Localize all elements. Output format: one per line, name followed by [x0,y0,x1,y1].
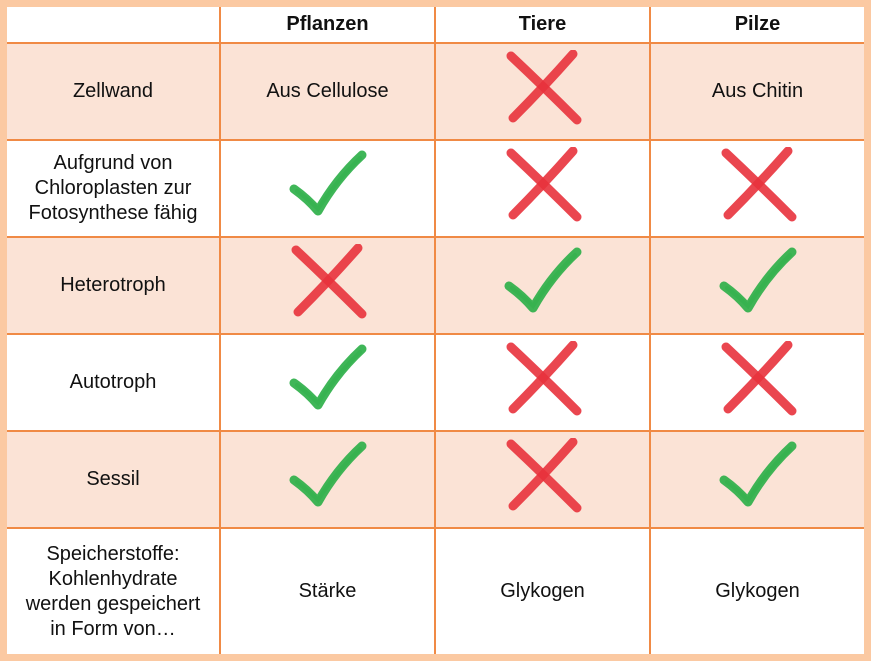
cell-check [219,139,436,238]
cross-icon [718,146,798,230]
header-pflanzen: Pflanzen [219,7,436,44]
cell-cross [434,42,651,141]
cell-text: Aus Chitin [649,42,864,141]
cell-check [434,236,651,335]
row-label: Aufgrund von Chloroplasten zur Fotosynth… [7,139,221,238]
cell-text: Aus Cellulose [219,42,436,141]
row-label: Zellwand [7,42,221,141]
header-tiere: Tiere [434,7,651,44]
cell-check [219,430,436,529]
row-label: Heterotroph [7,236,221,335]
comparison-table-frame: Pflanzen Tiere Pilze Zellwand Aus Cellulo… [7,7,864,654]
check-icon [718,246,798,325]
cell-check [649,430,864,529]
row-label: Autotroph [7,333,221,432]
check-icon [503,246,583,325]
check-icon [288,343,368,422]
cross-icon [718,340,798,424]
check-icon [288,149,368,228]
cross-icon [503,49,583,133]
cross-icon [288,243,368,327]
cell-cross [434,430,651,529]
table-row: Heterotroph [7,236,864,335]
cell-cross [219,236,436,335]
cross-icon [503,146,583,230]
table-row: Aufgrund von Chloroplasten zur Fotosynth… [7,139,864,238]
cell-text: Stärke [219,527,436,654]
table-row: Speicherstoffe: Kohlenhydrate werden ges… [7,527,864,654]
row-label: Speicherstoffe: Kohlenhydrate werden ges… [7,527,221,654]
cell-check [649,236,864,335]
check-icon [288,440,368,519]
cell-cross [649,139,864,238]
cross-icon [503,340,583,424]
cell-cross [649,333,864,432]
header-row: Pflanzen Tiere Pilze [7,7,864,44]
table-row: Sessil [7,430,864,529]
row-label: Sessil [7,430,221,529]
cell-text: Glykogen [649,527,864,654]
check-icon [718,440,798,519]
table-row: Zellwand Aus Cellulose Aus Chitin [7,42,864,141]
cell-check [219,333,436,432]
cell-text: Glykogen [434,527,651,654]
cell-cross [434,139,651,238]
cell-cross [434,333,651,432]
header-corner [7,7,221,44]
comparison-table: Pflanzen Tiere Pilze Zellwand Aus Cellulo… [7,7,864,654]
header-pilze: Pilze [649,7,864,44]
table-row: Autotroph [7,333,864,432]
cross-icon [503,437,583,521]
